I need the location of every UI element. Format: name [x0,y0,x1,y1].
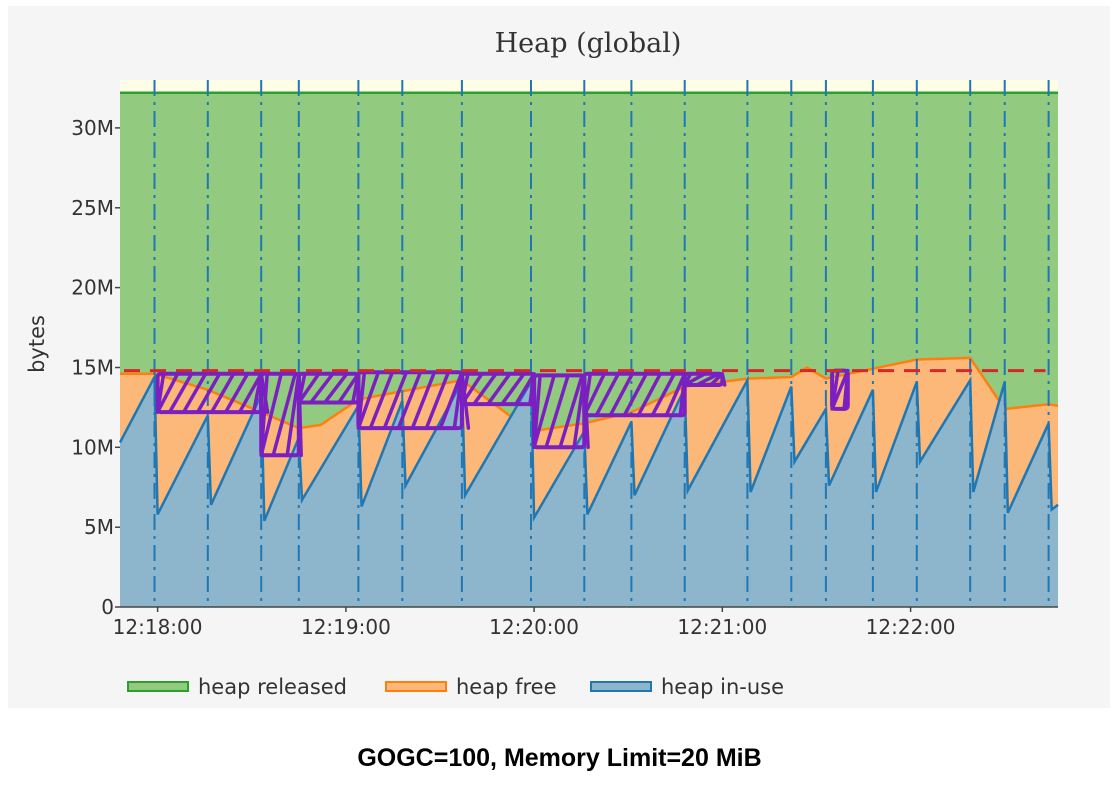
x-axis-ticks: 12:18:00 12:19:00 12:20:00 12:21:00 12:22:00 [113,607,956,639]
y-tick-label: 30M [71,116,114,140]
annotation-layer [124,368,1046,458]
y-tick-label: 20M [71,276,114,300]
x-tick-label: 12:19:00 [301,615,391,639]
annotation-hatch [356,370,471,430]
heap-in-use-line [118,372,1059,523]
annotation-hatch [297,372,361,405]
chart-panel: Heap (global) 0 5M 10M 15M 20M 25M 30M 12:18:0… [8,6,1110,708]
annotation-hatch [155,372,270,414]
annotation-hatch [830,368,850,411]
legend-label: heap released [198,675,347,699]
figure-caption: GOGC=100, Memory Limit=20 MiB [357,744,762,772]
legend-swatch [385,681,447,692]
y-axis-ticks: 0 5M 10M 15M 20M 25M 30M [71,116,120,619]
legend: heap released heap free heap in-use [127,675,784,699]
y-tick-label: 0 [101,595,114,619]
heap-chart: Heap (global) 0 5M 10M 15M 20M 25M 30M 12:18:0… [25,28,1059,699]
y-tick-label: 25M [71,196,114,220]
annotation-hatch [582,372,687,418]
chart-title: Heap (global) [495,28,682,59]
gc-event-lines [153,80,1050,607]
y-axis-label: bytes [25,315,49,373]
annotation-hatch [460,372,536,406]
legend-swatch [590,681,652,692]
annotation-hatch [259,372,303,458]
heap-free-line [120,356,1059,433]
x-tick-label: 12:22:00 [866,615,956,639]
legend-label: heap in-use [661,675,784,699]
legend-swatch [127,681,189,692]
x-tick-label: 12:21:00 [677,615,767,639]
annotation-outline [582,371,687,418]
heap-in-use-area [120,377,1058,607]
x-tick-label: 12:20:00 [489,615,579,639]
y-tick-label: 5M [84,515,114,539]
area-layer [118,91,1059,608]
legend-label: heap free [456,675,557,699]
y-tick-label: 10M [71,435,114,459]
annotation-hatch [682,372,727,387]
x-tick-label: 12:18:00 [113,615,203,639]
annotation-hatch [532,373,590,450]
y-tick-label: 15M [71,356,114,380]
